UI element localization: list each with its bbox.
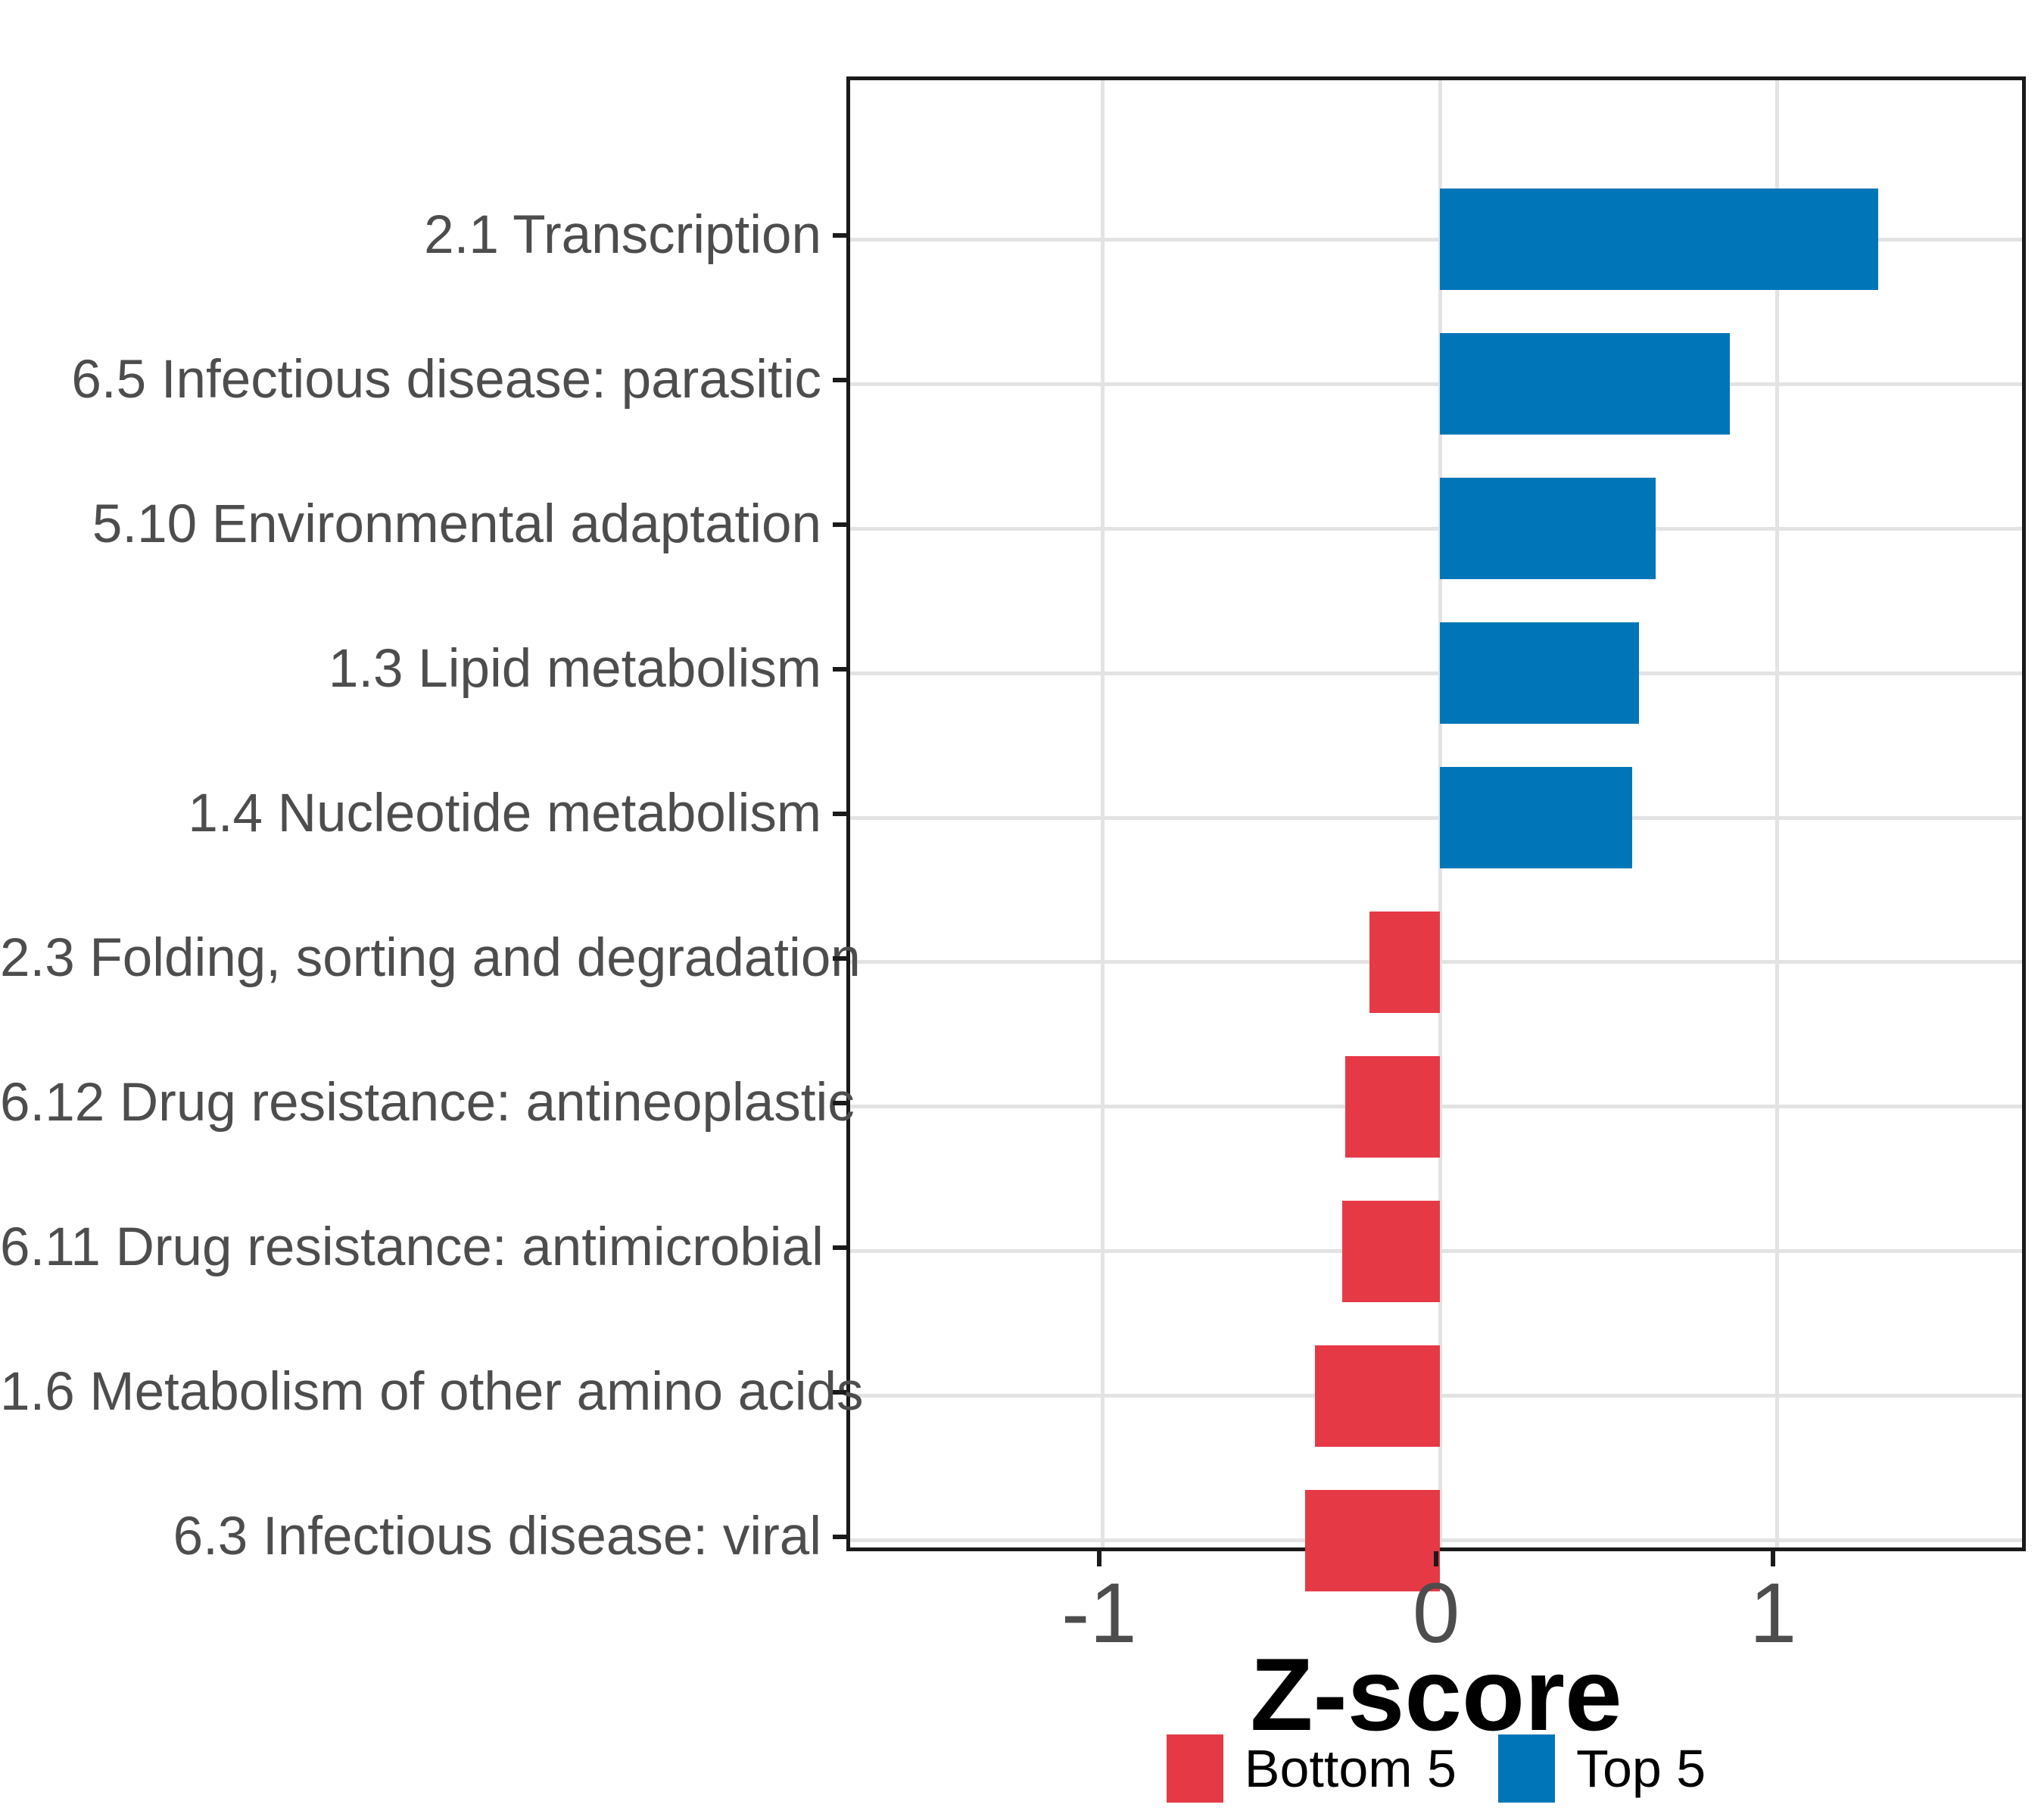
legend-label-bottom5: Bottom 5 <box>1244 1738 1457 1798</box>
y-tick-mark <box>833 1245 846 1250</box>
legend: Bottom 5 Top 5 <box>846 1732 2026 1804</box>
legend-label-top5: Top 5 <box>1575 1738 1706 1798</box>
legend-entry-top5: Top 5 <box>1497 1734 1706 1803</box>
y-tick-mark <box>833 378 846 383</box>
y-tick-mark <box>833 522 846 528</box>
bar-6.3 Infectious disease: viral <box>1304 1489 1440 1591</box>
y-axis-label: 1.6 Metabolism of other amino acids <box>0 1361 864 1422</box>
y-axis-label: 5.10 Environmental adaptation <box>92 494 821 555</box>
x-tick-label: -1 <box>1061 1566 1137 1660</box>
gridline-horizontal <box>850 237 2022 242</box>
y-tick-mark <box>833 812 846 816</box>
bar-6.11 Drug resistance: antimicrobial <box>1341 1200 1440 1302</box>
x-tick-mark <box>1771 1551 1776 1566</box>
bar-2.3 Folding, sorting and degradation <box>1369 911 1440 1013</box>
y-axis-label: 2.1 Transcription <box>424 205 821 266</box>
bar-1.3 Lipid metabolism <box>1440 622 1639 725</box>
bar-5.10 Environmental adaptation <box>1440 478 1656 580</box>
x-tick-mark <box>1096 1551 1101 1566</box>
gridline-vertical-1 <box>1774 80 1779 1547</box>
y-axis-label: 1.3 Lipid metabolism <box>328 639 821 700</box>
y-tick-mark <box>833 955 846 961</box>
gridline-horizontal <box>850 815 2022 820</box>
y-axis-label: 6.3 Infectious disease: viral <box>173 1506 821 1566</box>
y-axis-label: 6.5 Infectious disease: parasitic <box>71 350 821 410</box>
gridline-horizontal <box>850 382 2022 386</box>
gridline-horizontal <box>850 526 2022 531</box>
plot-panel <box>846 76 2026 1591</box>
legend-swatch-top5 <box>1497 1734 1555 1803</box>
bar-2.1 Transcription <box>1440 189 1878 291</box>
y-tick-mark <box>833 667 846 672</box>
y-tick-mark <box>833 1100 846 1105</box>
y-axis-label: 1.4 Nucleotide metabolism <box>188 784 821 843</box>
bar-1.6 Metabolism of other amino acids <box>1315 1345 1440 1447</box>
y-tick-mark <box>833 1389 846 1395</box>
gridline-vertical--1 <box>1101 80 1105 1547</box>
bar-6.12 Drug resistance: antineoplastic <box>1345 1055 1440 1158</box>
legend-swatch-bottom5 <box>1166 1734 1223 1803</box>
y-axis-label: 6.11 Drug resistance: antimicrobial <box>0 1217 824 1277</box>
y-tick-mark <box>833 233 846 238</box>
x-tick-mark <box>1434 1551 1438 1566</box>
y-axis-label: 6.12 Drug resistance: antineoplastic <box>0 1072 855 1133</box>
y-tick-mark <box>833 1534 846 1539</box>
gridline-horizontal <box>850 671 2022 675</box>
y-axis-label: 2.3 Folding, sorting and degradation <box>0 927 861 988</box>
bar-1.4 Nucleotide metabolism <box>1440 767 1632 868</box>
legend-entry-bottom5: Bottom 5 <box>1166 1734 1457 1803</box>
bar-6.5 Infectious disease: parasitic <box>1440 333 1730 435</box>
x-axis-title: Z-score <box>1250 1637 1622 1752</box>
x-tick-label: 0 <box>1412 1566 1460 1660</box>
x-tick-label: 1 <box>1749 1566 1797 1660</box>
